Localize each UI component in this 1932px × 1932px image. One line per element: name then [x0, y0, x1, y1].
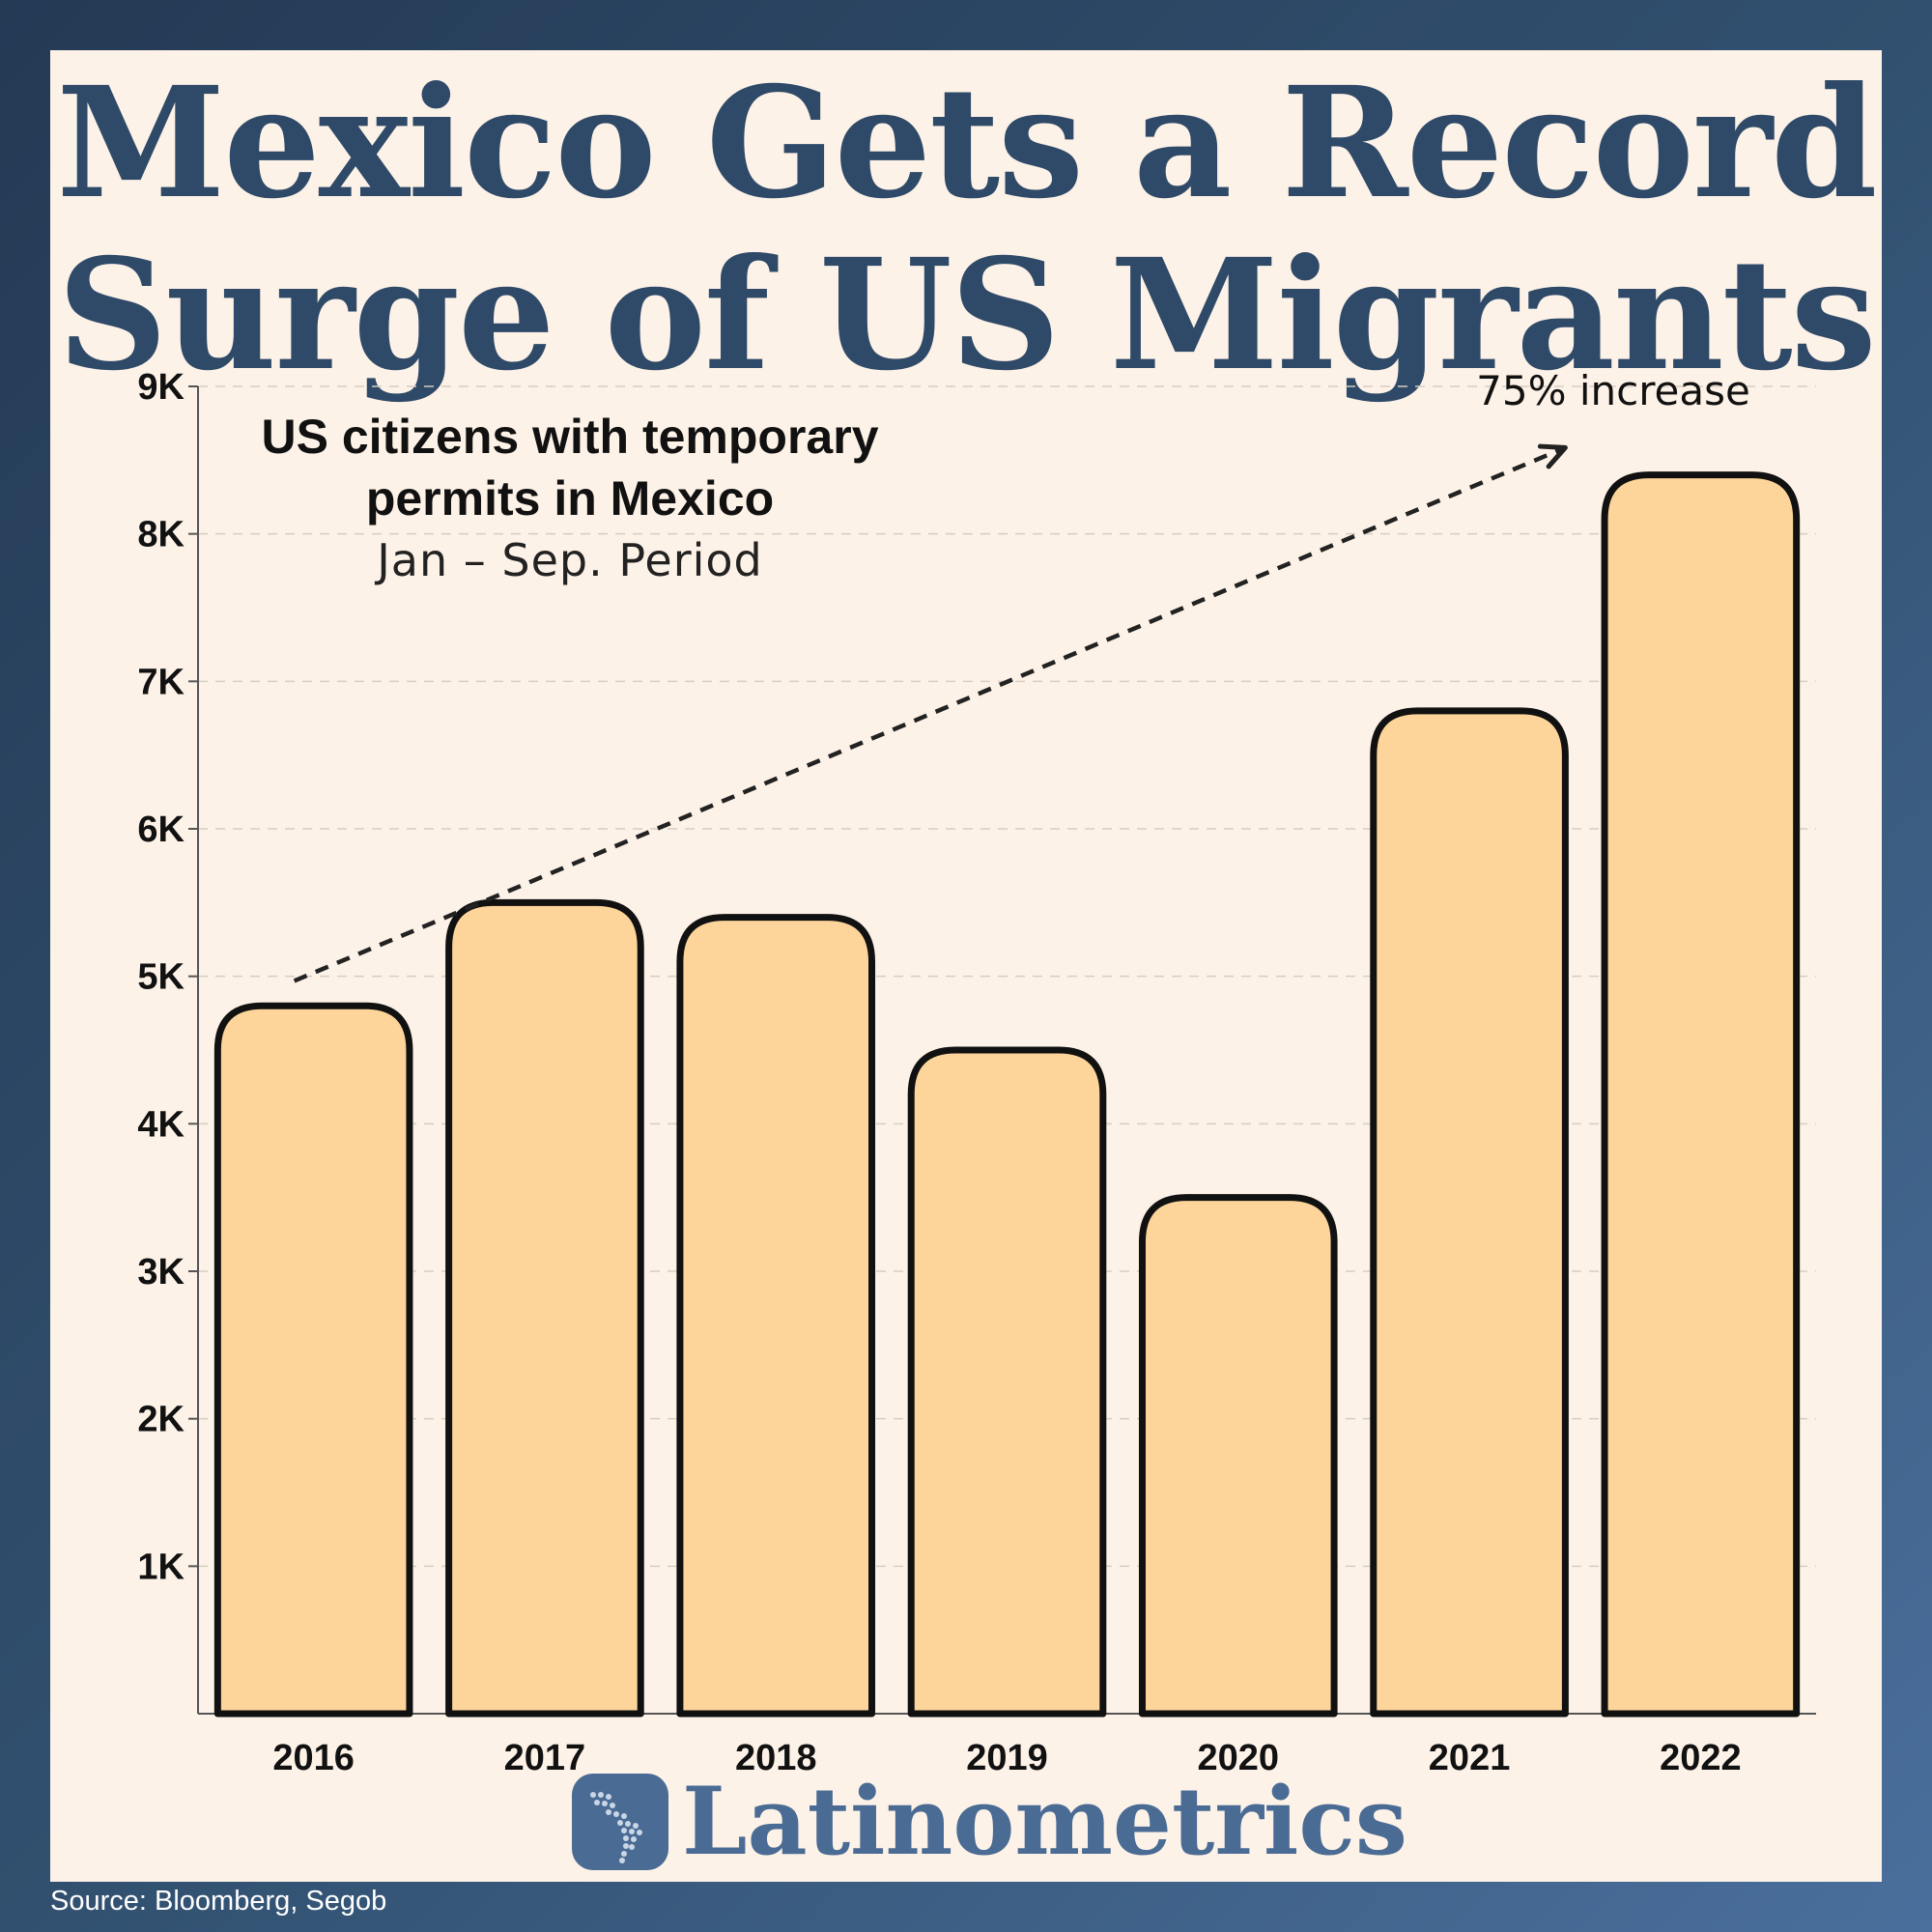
- subtitle-bold-line-2: permits in Mexico: [365, 471, 775, 526]
- title-line-1: Mexico Gets a Record: [56, 54, 1877, 233]
- increase-annotation: 75% increase: [1476, 367, 1750, 414]
- chart-title: Mexico Gets a Record Surge of US Migrant…: [0, 58, 1932, 402]
- trend-arrow-head: [1537, 443, 1568, 469]
- x-tick-label: 2016: [272, 1738, 355, 1778]
- y-tick-label: 5K: [137, 957, 185, 998]
- brand-logo: Latinometrics: [572, 1768, 1407, 1876]
- x-tick-label: 2019: [966, 1738, 1048, 1778]
- y-tick-label: 6K: [137, 810, 185, 850]
- x-tick-label: 2018: [735, 1738, 817, 1778]
- subtitle-bold-line-1: US citizens with temporary: [261, 410, 879, 464]
- x-tick-label: 2020: [1198, 1738, 1280, 1778]
- latin-america-map-icon: [572, 1774, 668, 1870]
- y-tick-label: 7K: [137, 662, 185, 702]
- x-tick-label: 2022: [1660, 1738, 1742, 1778]
- title-line-2: Surge of US Migrants: [57, 226, 1876, 405]
- bar-2016: [213, 1002, 413, 1718]
- y-tick-label: 9K: [137, 367, 185, 408]
- chart-subtitle: US citizens with temporary permits in Me…: [222, 406, 918, 591]
- y-tick-label: 4K: [137, 1104, 185, 1145]
- subtitle-bold: US citizens with temporary permits in Me…: [222, 406, 918, 529]
- y-tick-label: 1K: [137, 1547, 185, 1587]
- bar-2022: [1601, 471, 1801, 1718]
- y-tick-label: 3K: [137, 1252, 185, 1293]
- bar-2018: [676, 914, 876, 1718]
- y-tick-label: 2K: [137, 1400, 185, 1440]
- source-note: Source: Bloomberg, Segob: [50, 1886, 387, 1917]
- x-tick-label: 2017: [504, 1738, 586, 1778]
- subtitle-period: Jan – Sep. Period: [377, 534, 763, 586]
- trend-arrow-line: [293, 445, 1567, 983]
- bar-2020: [1138, 1194, 1338, 1718]
- bar-2017: [445, 898, 644, 1718]
- bar-2021: [1370, 707, 1569, 1718]
- bar-2019: [907, 1046, 1107, 1718]
- brand-name: Latinometrics: [682, 1767, 1407, 1876]
- y-tick-label: 8K: [137, 515, 185, 555]
- x-tick-label: 2021: [1429, 1738, 1511, 1778]
